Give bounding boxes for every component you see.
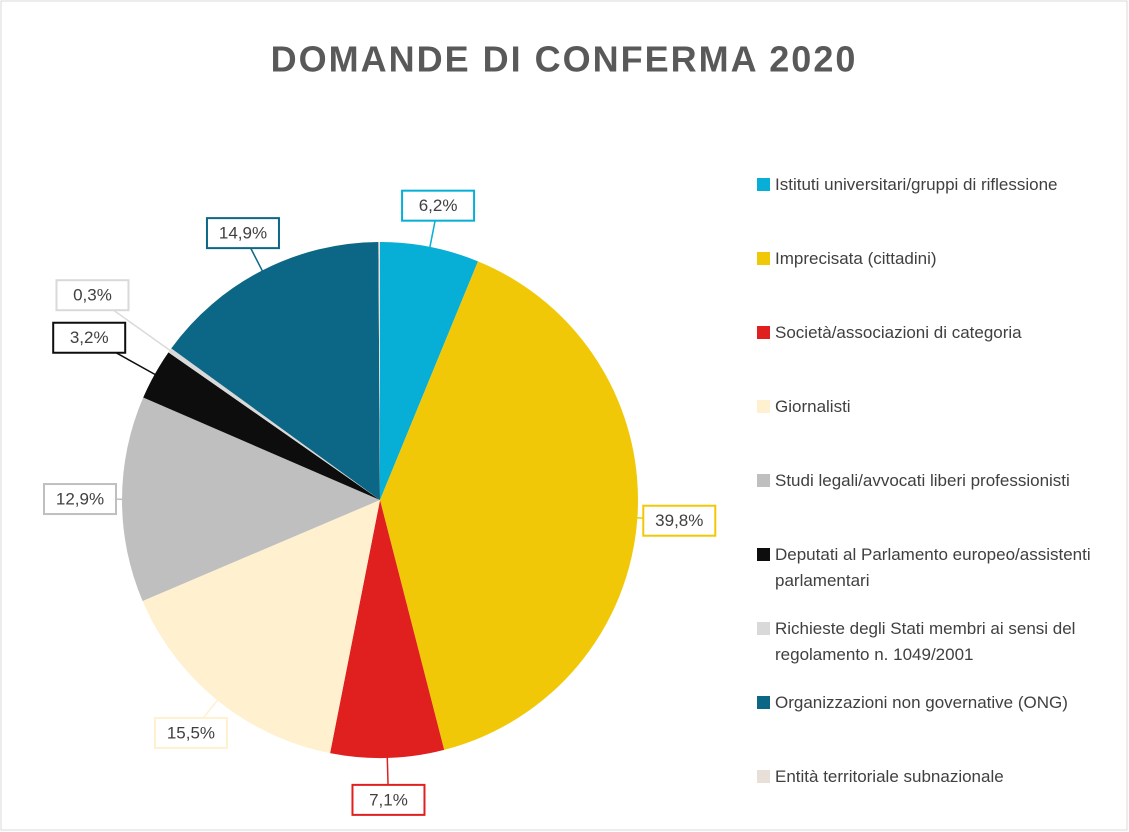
data-label: 14,9% — [219, 224, 267, 243]
legend-label: Imprecisata (cittadini) — [775, 249, 937, 268]
legend-swatch — [757, 474, 770, 487]
legend-item: Entità territoriale subnazionale — [757, 764, 1129, 790]
data-label: 6,2% — [419, 196, 458, 215]
legend-swatch — [757, 326, 770, 339]
legend-item: Deputati al Parlamento europeo/assistent… — [757, 542, 1129, 594]
legend-label: Entità territoriale subnazionale — [775, 767, 1004, 786]
data-label: 15,5% — [167, 723, 215, 742]
legend-item: Imprecisata (cittadini) — [757, 246, 1129, 272]
label-box — [153, 716, 228, 749]
pie-slice — [143, 352, 380, 500]
legend-item: Istituti universitari/gruppi di riflessi… — [757, 172, 1129, 198]
legend-label: Studi legali/avvocati liberi professioni… — [775, 471, 1070, 490]
legend-label: Società/associazioni di categoria — [775, 323, 1022, 342]
label-box — [52, 321, 127, 354]
legend-swatch — [757, 252, 770, 265]
legend-swatch — [757, 696, 770, 709]
label-box — [205, 217, 280, 250]
legend-label: Organizzazioni non governative (ONG) — [775, 693, 1068, 712]
data-label: 39,8% — [655, 511, 703, 530]
data-label: 7,1% — [369, 790, 408, 809]
label-box — [401, 189, 476, 222]
legend-swatch — [757, 400, 770, 413]
pie-slice — [330, 500, 445, 758]
legend-item: Studi legali/avvocati liberi professioni… — [757, 468, 1129, 494]
legend-label: Istituti universitari/gruppi di riflessi… — [775, 175, 1058, 194]
legend-label: Richieste degli Stati membri ai sensi de… — [775, 619, 1076, 664]
legend-swatch — [757, 548, 770, 561]
pie-slice — [171, 242, 380, 500]
legend-swatch — [757, 178, 770, 191]
pie-slice — [380, 242, 478, 500]
pie-slice — [121, 397, 380, 601]
data-label: 3,2% — [70, 328, 109, 347]
chart-title: DOMANDE DI CONFERMA 2020 — [271, 39, 858, 80]
data-label: 12,9% — [56, 490, 104, 509]
legend-swatch — [757, 770, 770, 783]
label-box — [55, 279, 130, 312]
pie-slice — [380, 261, 639, 750]
legend-item: Organizzazioni non governative (ONG) — [757, 690, 1129, 716]
legend-item: Giornalisti — [757, 394, 1129, 420]
legend-item: Richieste degli Stati membri ai sensi de… — [757, 616, 1129, 668]
pie-slice — [168, 348, 380, 500]
label-box — [642, 504, 717, 537]
pie-slice — [378, 242, 380, 500]
legend-label: Giornalisti — [775, 397, 851, 416]
legend-label: Deputati al Parlamento europeo/assistent… — [775, 545, 1091, 590]
label-box — [43, 483, 118, 516]
data-label: 0,3% — [73, 286, 112, 305]
label-box — [351, 783, 426, 816]
legend-item: Società/associazioni di categoria — [757, 320, 1129, 346]
pie-slice — [142, 500, 380, 754]
legend-swatch — [757, 622, 770, 635]
